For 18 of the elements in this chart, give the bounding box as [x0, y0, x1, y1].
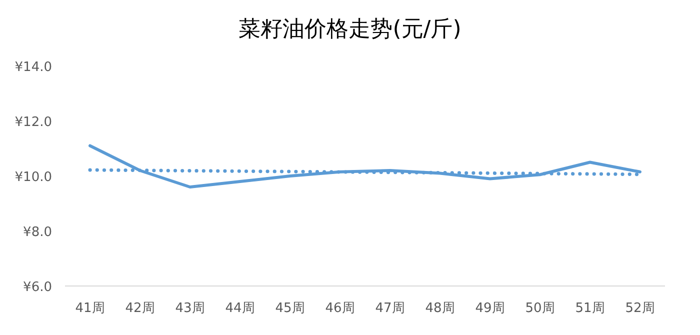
x-tick-label: 47周 — [375, 301, 405, 316]
x-tick-label: 49周 — [475, 301, 505, 316]
chart-title: 菜籽油价格走势(元/斤) — [238, 17, 462, 42]
y-tick-label: ¥14.0 — [14, 60, 52, 75]
y-tick-label: ¥6.0 — [23, 280, 52, 295]
x-tick-label: 45周 — [275, 301, 305, 316]
x-tick-label: 43周 — [175, 301, 205, 316]
x-tick-label: 52周 — [625, 301, 655, 316]
y-tick-label: ¥10.0 — [14, 170, 52, 185]
x-tick-label: 50周 — [525, 301, 555, 316]
x-tick-label: 51周 — [575, 301, 605, 316]
x-tick-label: 41周 — [75, 301, 105, 316]
x-tick-label: 42周 — [125, 301, 155, 316]
x-tick-label: 48周 — [425, 301, 455, 316]
x-tick-label: 44周 — [225, 301, 255, 316]
y-tick-label: ¥12.0 — [14, 115, 52, 130]
y-tick-label: ¥8.0 — [23, 225, 52, 240]
x-tick-label: 46周 — [325, 301, 355, 316]
